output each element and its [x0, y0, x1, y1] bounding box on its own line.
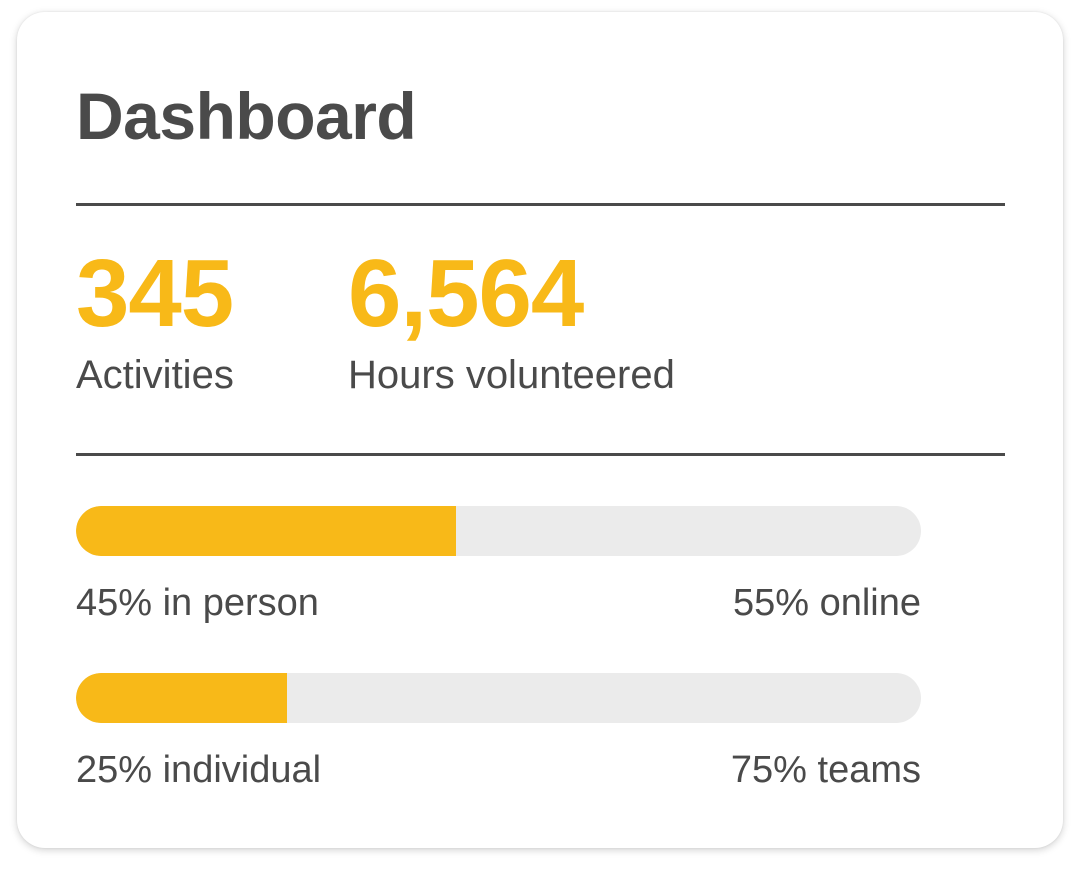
bar-group-participation: 25% individual 75% teams — [76, 673, 921, 793]
bar-label-individual: 25% individual — [76, 749, 322, 791]
bar-labels-participation: 25% individual 75% teams — [76, 747, 921, 793]
stat-activities: 345 Activities — [76, 244, 234, 398]
bar-labels-mode: 45% in person 55% online — [76, 580, 921, 626]
divider-bottom — [76, 453, 1005, 456]
bar-group-mode: 45% in person 55% online — [76, 506, 921, 626]
stat-hours: 6,564 Hours volunteered — [348, 244, 675, 398]
page-title: Dashboard — [76, 79, 417, 153]
bar-label-teams: 75% teams — [730, 749, 921, 791]
stat-activities-label: Activities — [76, 353, 234, 397]
stat-hours-label: Hours volunteered — [348, 353, 675, 397]
stat-hours-value: 6,564 — [348, 240, 584, 347]
stat-activities-value: 345 — [76, 240, 234, 347]
progress-fill-mode — [76, 506, 457, 556]
bar-label-online: 55% online — [732, 582, 921, 624]
bar-label-in-person: 45% in person — [76, 582, 319, 624]
dashboard-card: Dashboard 345 Activities 6,564 Hours vol… — [17, 12, 1063, 848]
progress-bar-participation — [76, 673, 921, 723]
divider-top — [76, 203, 1005, 206]
progress-fill-participation — [76, 673, 288, 723]
progress-bar-mode — [76, 506, 921, 556]
